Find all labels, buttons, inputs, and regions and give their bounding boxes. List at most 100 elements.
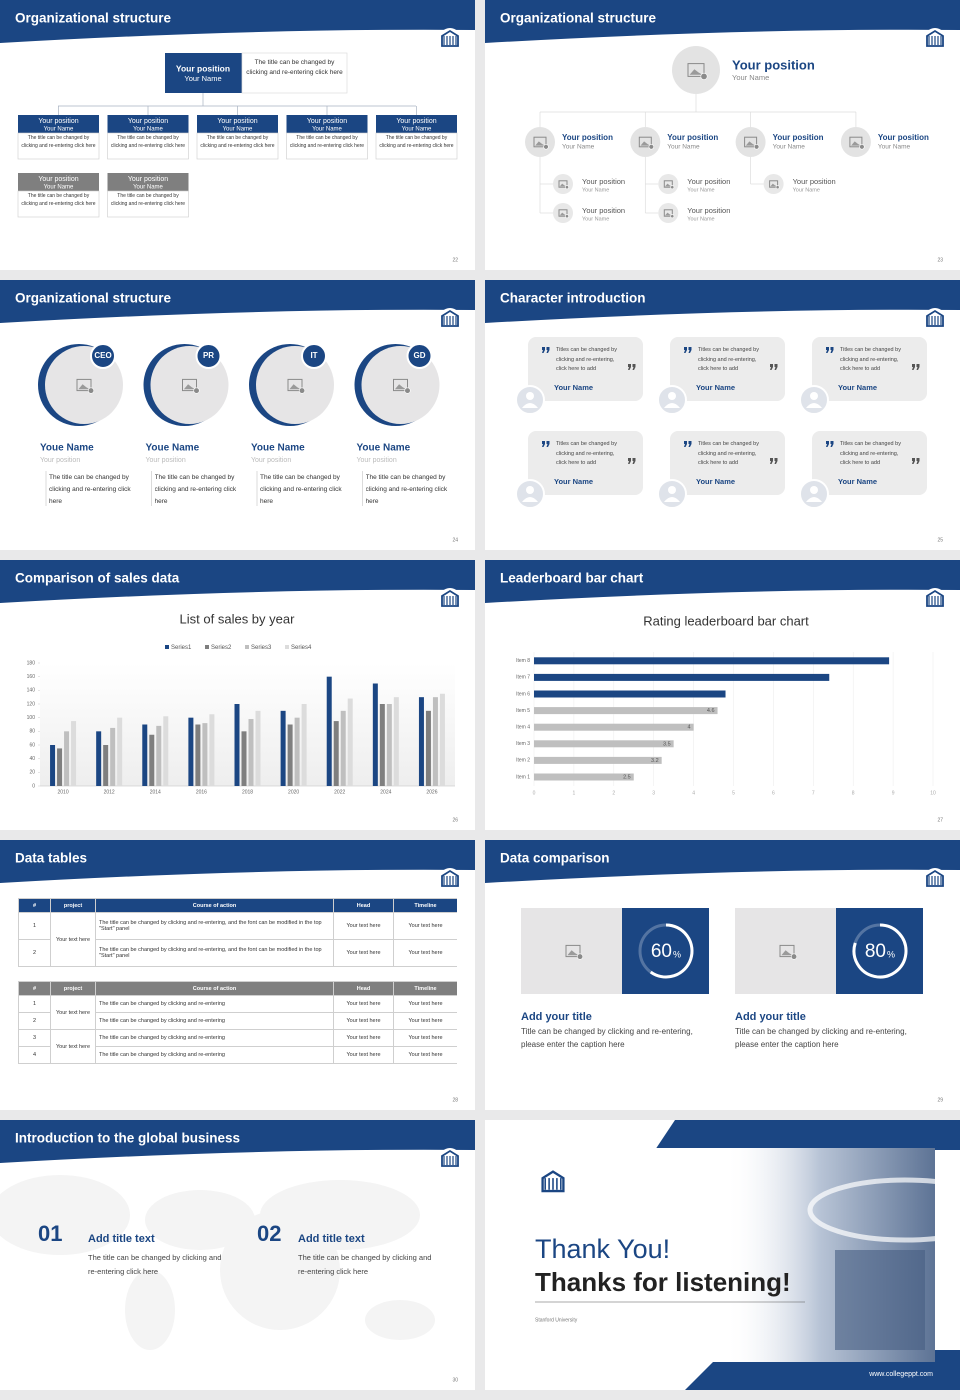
member-body	[107, 132, 189, 160]
quote-text: Titles can be changed by clicking and re…	[698, 347, 759, 372]
member-name: Your Name	[312, 127, 342, 133]
bar	[534, 773, 634, 781]
quote-close	[770, 458, 778, 464]
avatar-body	[806, 497, 822, 502]
image-icon-mountain	[781, 950, 793, 956]
quote-card	[812, 337, 927, 401]
x-tick-label: 9	[892, 790, 895, 796]
logo	[441, 29, 459, 47]
y-tick-label: Item 5	[516, 708, 530, 714]
avatar-body	[806, 403, 822, 408]
quote-text-box: Titles can be changed by clicking and re…	[556, 347, 617, 372]
bar	[117, 717, 123, 786]
bar	[71, 721, 77, 786]
badge	[195, 343, 222, 369]
x-tick-label: 7	[812, 790, 815, 796]
chart-title: Rating leaderboard bar chart	[643, 613, 809, 628]
map-shape	[0, 1175, 130, 1255]
member-body	[286, 132, 368, 160]
image-icon-plus	[753, 144, 760, 150]
logo	[926, 29, 944, 47]
header-cell: #	[18, 898, 51, 913]
image-icon	[663, 209, 673, 217]
table-cell: The title can be changed by clicking and…	[95, 912, 334, 940]
bar	[439, 693, 445, 786]
member-text-box: The title can be changed by clicking and…	[21, 193, 95, 207]
child-name: Your Name	[687, 216, 714, 222]
image-icon-plus	[670, 185, 675, 190]
legend-label: Series1	[171, 645, 192, 651]
x-tick-label: 5	[732, 790, 735, 796]
plot-background	[40, 663, 455, 786]
member-body	[107, 190, 189, 218]
header-cell: Timeline	[393, 898, 457, 913]
bar	[432, 697, 438, 786]
image-icon	[769, 180, 779, 188]
item-name: Your Name	[773, 144, 806, 151]
header-cell: Timeline	[393, 981, 457, 996]
bar	[142, 724, 148, 786]
quote-text: Titles can be changed by clicking and re…	[840, 347, 901, 372]
slide-title: Organizational structure	[15, 11, 172, 26]
item-number: 02	[257, 1221, 281, 1246]
image-icon	[779, 944, 795, 958]
image-icon-plus	[404, 387, 411, 394]
image-icon	[638, 136, 652, 148]
badge	[406, 343, 433, 369]
data-table: # project Course of action Head Timeline 1 You…	[18, 981, 457, 1064]
member-header	[18, 173, 99, 191]
header-band	[485, 0, 960, 43]
image-icon-plus	[670, 214, 675, 219]
table-cell: Your text here	[333, 995, 394, 1013]
table-cell: The title can be changed by clicking and…	[95, 1012, 334, 1030]
child-avatar	[553, 203, 573, 223]
person-position: Your position	[251, 457, 291, 464]
table-cell: Your text here	[333, 1046, 394, 1064]
child-name: Your Name	[582, 216, 609, 222]
image-icon	[687, 63, 705, 77]
card-title: Add your title	[521, 1011, 592, 1023]
y-tick-label: Item 6	[516, 691, 530, 697]
logo	[926, 589, 944, 607]
item-text: The title can be changed by clicking and…	[88, 1253, 222, 1276]
image-icon-mountain	[183, 384, 196, 390]
bar	[534, 740, 674, 748]
quote-close	[912, 458, 920, 464]
member-name: Your Name	[44, 185, 74, 191]
image-icon-plus	[193, 387, 200, 394]
top-avatar	[672, 46, 720, 94]
table-cell: 2	[18, 939, 51, 967]
page-number: 28	[452, 1097, 458, 1103]
y-tick-label: Item 8	[516, 658, 530, 664]
person-text-box: The title can be changed by clicking and…	[49, 474, 131, 505]
item-avatar	[525, 127, 555, 157]
avatar-head	[526, 392, 534, 400]
logo	[541, 1170, 565, 1193]
member-position: Your position	[38, 118, 78, 125]
member-name: Your Name	[223, 127, 253, 133]
slide-title: Data tables	[15, 851, 87, 866]
top-position: Your position	[732, 57, 815, 72]
bar	[209, 714, 215, 786]
header-cell: Head	[333, 898, 394, 913]
member-text-box: The title can be changed by clicking and…	[111, 135, 185, 149]
y-tick-label: 80	[29, 729, 35, 735]
slide: Thank You!Thanks for listening! Stanford …	[485, 1120, 960, 1390]
table-cell: 2	[18, 1012, 51, 1030]
header-cell: #	[18, 981, 51, 996]
member-position: Your position	[307, 118, 347, 125]
legend-swatch	[285, 645, 289, 649]
slide-background	[485, 0, 960, 270]
table-cell: Your text here	[333, 939, 394, 967]
image-icon	[565, 944, 581, 958]
member-body	[17, 190, 100, 218]
item-text-box: The title can be changed by clicking and…	[298, 1253, 431, 1276]
y-tick-label: 60	[29, 742, 35, 748]
bar	[234, 704, 240, 786]
table-cell: The title can be changed by clicking and…	[95, 1029, 334, 1047]
image-icon	[287, 378, 303, 392]
image-icon-plus	[790, 953, 798, 960]
card-text: Title can be changed by clicking and re-…	[735, 1027, 907, 1049]
quote-card	[528, 337, 643, 401]
